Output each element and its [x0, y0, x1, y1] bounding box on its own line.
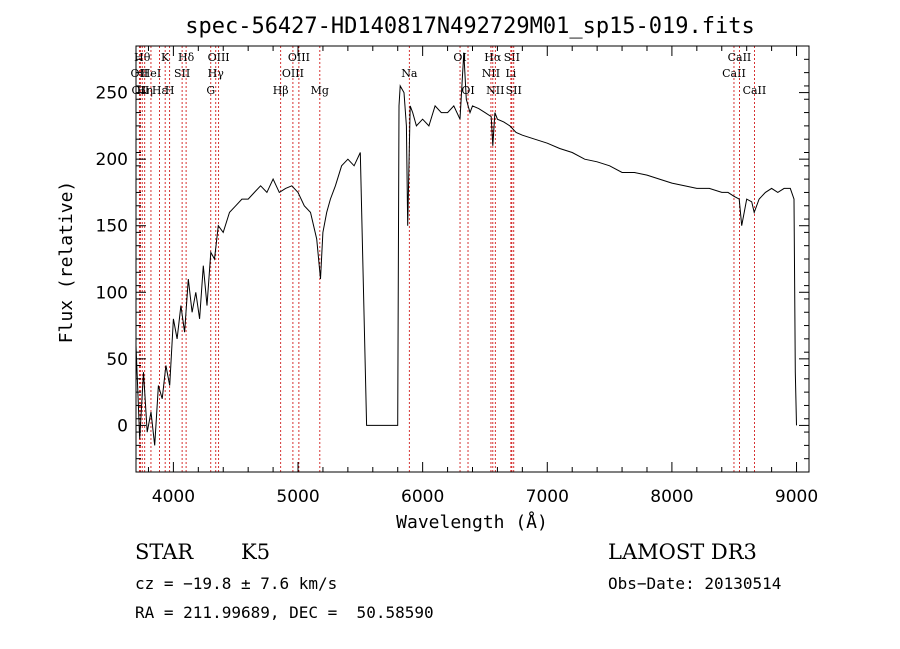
spectrum-series	[135, 52, 797, 446]
line-marker-label: SII	[174, 67, 190, 80]
line-marker-label: G	[206, 84, 215, 97]
line-marker-label: Mg	[311, 84, 329, 97]
object-class: STAR	[135, 540, 194, 564]
plot-frame	[135, 45, 810, 473]
y-tick-label: 150	[96, 217, 128, 237]
x-tick-label: 4000	[152, 487, 195, 507]
line-marker-label: Hβ	[273, 84, 289, 97]
x-axis: 4000 5000 6000 7000 8000 9000	[147, 46, 818, 507]
x-axis-label: Wavelength (Å)	[396, 511, 548, 533]
x-tick-label: 5000	[276, 487, 319, 507]
redshift-info: cz = −19.8 ± 7.6 km/s	[135, 574, 338, 593]
line-marker-label: Hε	[152, 84, 168, 97]
coordinates: RA = 211.99689, DEC = 50.58590	[135, 603, 434, 622]
object-subclass: K5	[241, 540, 271, 564]
line-marker-label: NII	[482, 67, 500, 80]
line-marker-label: H	[165, 84, 175, 97]
line-marker-label: Hγ	[208, 67, 225, 80]
line-marker-label: SII	[506, 84, 522, 97]
x-tick-label: 7000	[526, 487, 569, 507]
line-marker-label: CaII	[722, 67, 746, 80]
y-tick-label: 50	[106, 350, 128, 370]
y-tick-label: 0	[117, 416, 128, 436]
y-tick-label: 250	[96, 84, 128, 104]
x-tick-label: 6000	[401, 487, 444, 507]
spectrum-line	[135, 52, 797, 446]
y-axis: 0 50 100 150 200 250	[96, 58, 809, 460]
survey-name: LAMOST DR3	[608, 540, 757, 564]
line-marker-label: OI	[461, 84, 474, 97]
line-marker-label: NII	[486, 84, 504, 97]
observation-date: Obs−Date: 20130514	[608, 574, 782, 593]
line-marker-label: OII	[131, 67, 149, 80]
line-marker-label: K	[161, 51, 170, 64]
line-marker-label: CaII	[728, 51, 752, 64]
line-marker-label: Hα	[484, 51, 502, 64]
x-tick-label: 8000	[650, 487, 693, 507]
line-marker-label: Li	[505, 67, 516, 80]
x-tick-label: 9000	[775, 487, 818, 507]
line-marker-label: OIII	[288, 51, 310, 64]
line-marker-label: OIII	[208, 51, 230, 64]
y-tick-label: 200	[96, 150, 128, 170]
line-markers: HθOIIHηOIIHeIHεKHSIIHδGHγOIIIHβOIIIOIIIM…	[131, 46, 767, 472]
line-marker-label: Na	[401, 67, 418, 80]
line-marker-label: Hδ	[178, 51, 195, 64]
line-marker-label: HeI	[141, 67, 161, 80]
y-axis-label: Flux (relative)	[56, 181, 77, 344]
line-marker-label: Hθ	[134, 51, 151, 64]
line-marker-label: CaII	[743, 84, 767, 97]
chart-title: spec-56427-HD140817N492729M01_sp15-019.f…	[185, 14, 755, 39]
line-marker-label: SII	[504, 51, 520, 64]
y-tick-label: 100	[96, 283, 128, 303]
line-marker-label: OIII	[282, 67, 304, 80]
